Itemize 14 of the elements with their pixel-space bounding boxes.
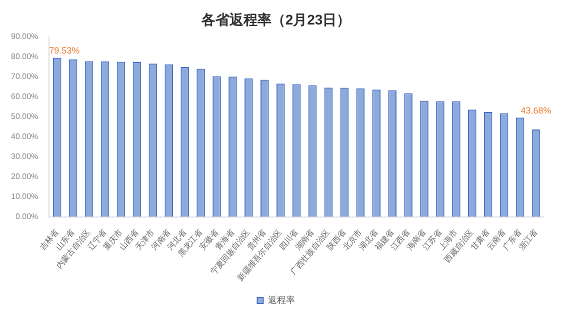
chart-title: 各省返程率（2月23日）	[200, 11, 351, 28]
data-label: 43.68%	[520, 106, 552, 116]
y-tick-label: 20.00%	[10, 172, 38, 182]
y-tick-label: 10.00%	[10, 192, 38, 202]
y-tick-label: 70.00%	[10, 72, 38, 82]
y-tick-label: 60.00%	[10, 92, 38, 102]
y-tick-label: 80.00%	[10, 52, 38, 62]
y-tick-label: 40.00%	[10, 132, 38, 142]
y-tick-label: 90.00%	[10, 32, 38, 42]
y-tick-label: 50.00%	[10, 112, 38, 122]
y-tick-label: 0.00%	[15, 212, 38, 222]
data-label: 79.53%	[49, 46, 80, 56]
legend-label: 返程率	[268, 294, 295, 305]
y-tick-label: 30.00%	[10, 152, 38, 162]
